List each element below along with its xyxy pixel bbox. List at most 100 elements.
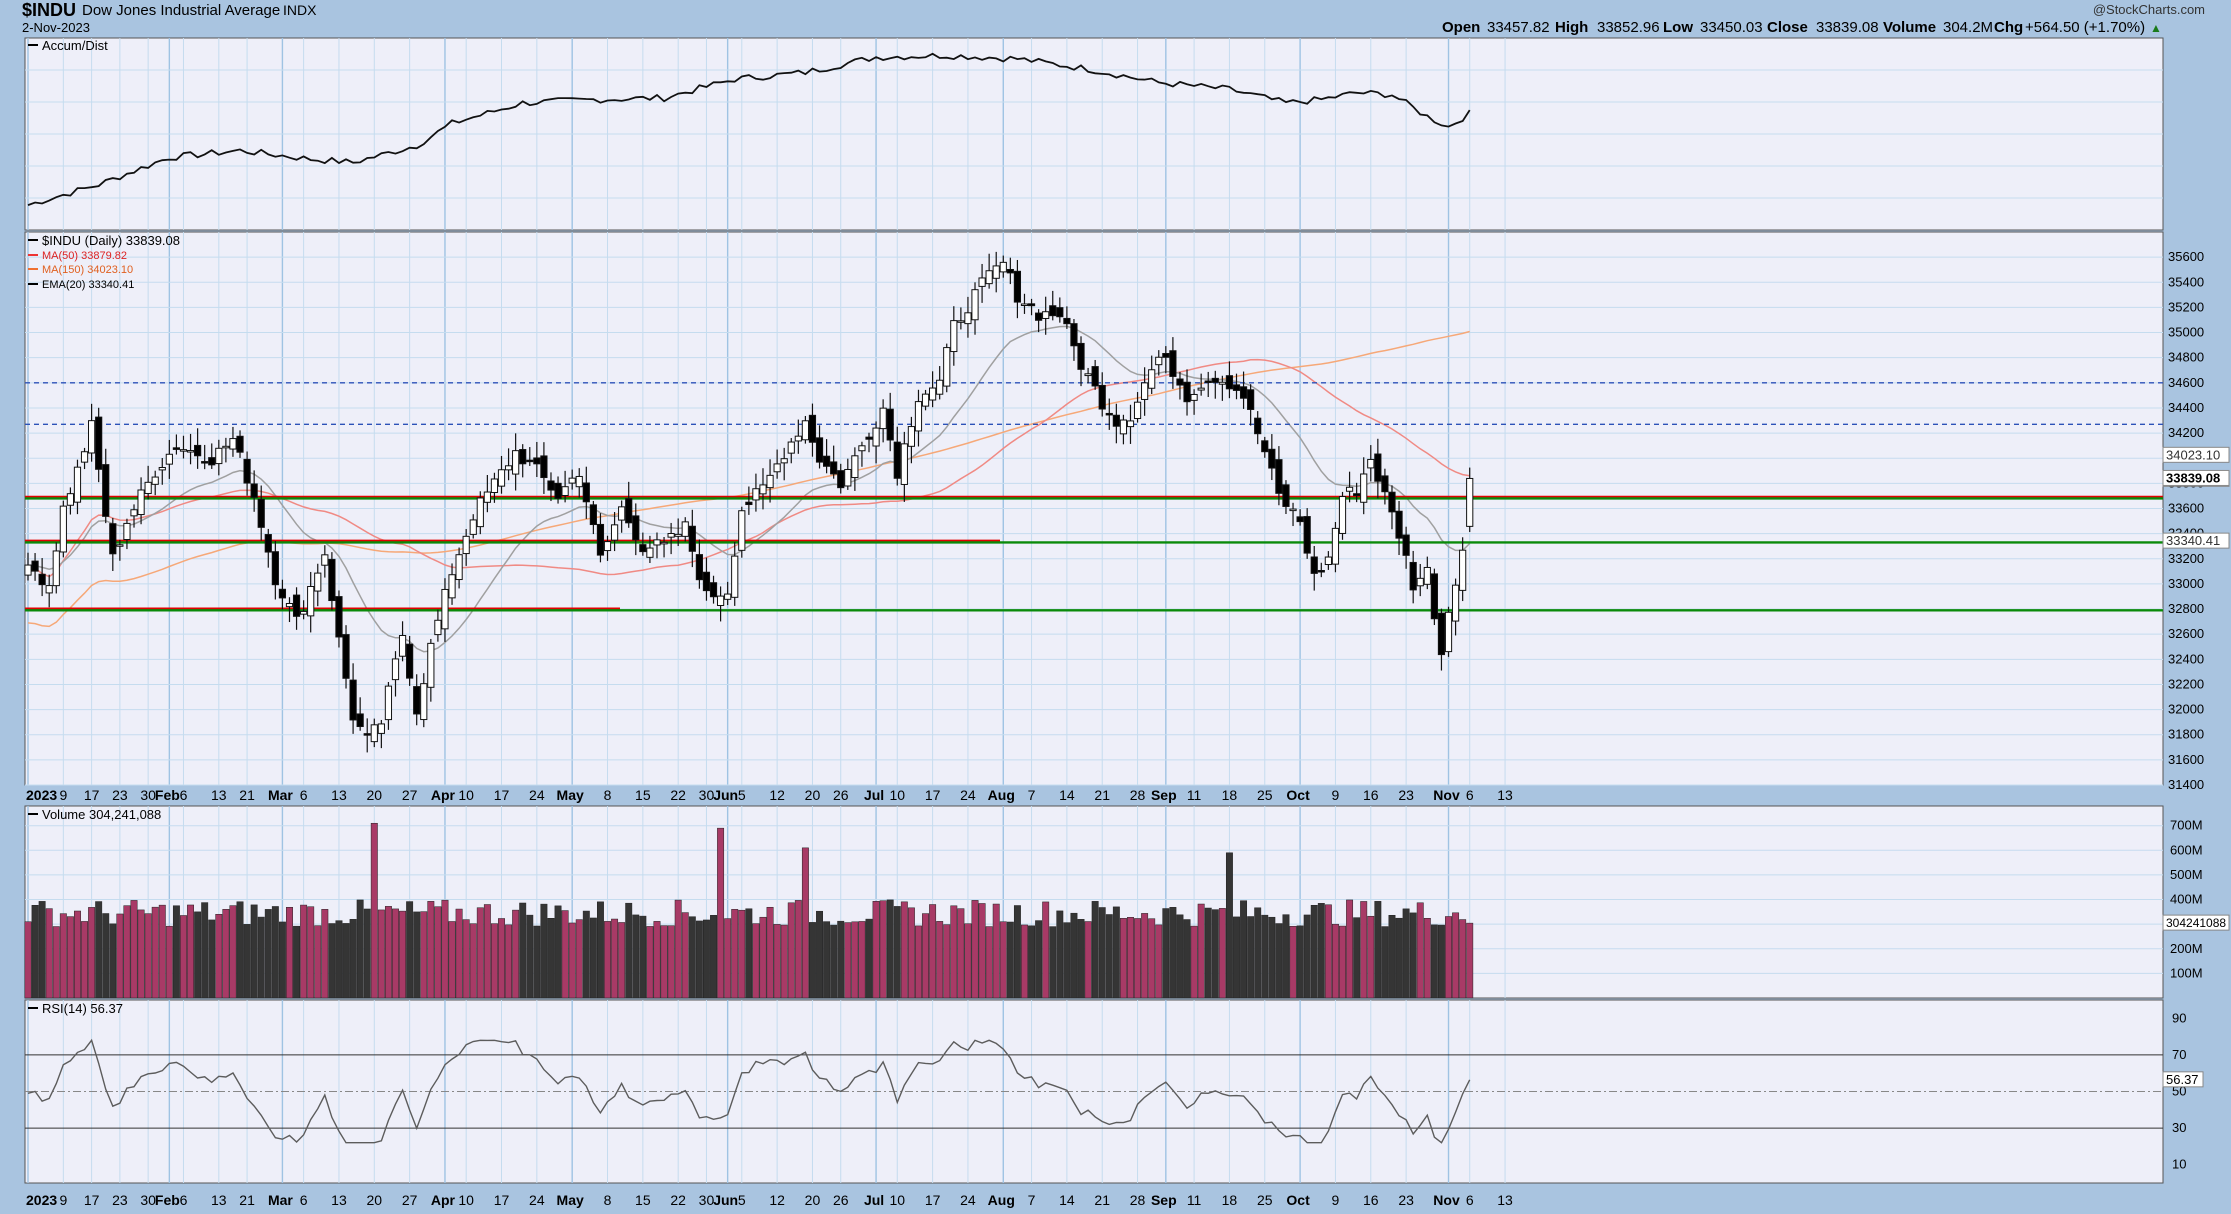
volume-bar-down: [1162, 908, 1170, 999]
volume-bar-down: [1381, 926, 1389, 999]
rsi-axis-tick: 10: [2172, 1157, 2186, 1172]
price-axis-tick: 34800: [2168, 350, 2204, 365]
candle-down: [702, 571, 711, 592]
price-axis-tick: 32400: [2168, 651, 2204, 666]
candle-up: [999, 261, 1007, 273]
volume-bar-down: [703, 919, 710, 999]
rsi-axis-tick: 90: [2172, 1010, 2186, 1025]
candle-up: [73, 466, 82, 503]
candle-up: [971, 289, 979, 321]
volume-bar-up: [1452, 912, 1460, 999]
volume-bar-down: [1388, 915, 1396, 999]
candle-up: [943, 347, 951, 387]
candle-up: [1042, 311, 1050, 319]
price-axis-tick: 35200: [2168, 299, 2204, 314]
x-axis-label: 17: [84, 787, 100, 803]
price-axis-tick: 31600: [2168, 752, 2204, 767]
x-axis-label: 16: [1363, 1192, 1379, 1208]
candle-up: [844, 468, 852, 487]
volume-bar-down: [1438, 924, 1445, 999]
candle-down: [1303, 516, 1311, 554]
volume-bar-down: [1268, 916, 1276, 999]
high-label: High: [1555, 19, 1588, 36]
volume-bar-up: [377, 909, 385, 999]
volume-bar-up: [915, 925, 922, 999]
volume-bar-up: [992, 903, 1000, 999]
volume-bar-down: [893, 906, 901, 999]
candle-up: [497, 469, 506, 487]
volume-bar-down: [1317, 903, 1325, 999]
volume-bar-up: [667, 925, 675, 999]
rsi-axis-tick: 30: [2172, 1120, 2186, 1135]
x-axis-label: 20: [805, 1192, 821, 1208]
x-axis-label: 6: [300, 1192, 308, 1208]
volume-bar-down: [1233, 916, 1240, 999]
x-axis-label: Nov: [1433, 787, 1460, 803]
volume-bar-down: [547, 918, 555, 999]
volume-bar-down: [257, 916, 265, 999]
candle-down: [243, 458, 251, 484]
candle-up: [123, 522, 131, 541]
volume-bar-up: [165, 925, 173, 999]
candle-up: [1324, 556, 1332, 566]
x-axis-label: 12: [769, 787, 785, 803]
volume-bar-down: [554, 905, 562, 999]
x-axis-label: 13: [1497, 787, 1513, 803]
volume-bar-down: [1225, 852, 1233, 999]
volume-bar-up: [1416, 902, 1424, 999]
volume-bar-down: [293, 925, 301, 999]
x-axis-label: 15: [635, 1192, 651, 1208]
candle-down: [413, 686, 421, 715]
x-axis-label: Apr: [431, 1192, 456, 1208]
candle-up: [978, 277, 986, 287]
x-axis-label: 9: [59, 787, 67, 803]
volume-bar-down: [264, 909, 272, 999]
price-badge-label: 33839.08: [2166, 470, 2220, 485]
candle-up: [752, 488, 760, 501]
candle-up: [610, 524, 619, 541]
volume-bar-down: [172, 905, 180, 999]
volume-bar-down: [194, 911, 202, 999]
candle-up: [1133, 401, 1142, 420]
ohlc-summary: Open 33457.82 High 33852.96 Low 33450.03…: [1442, 19, 2162, 36]
volume-bar-up: [1218, 908, 1226, 999]
candle-up: [1444, 611, 1453, 653]
volume-bar-up: [399, 910, 407, 999]
candle-down: [540, 455, 548, 479]
volume-bar-down: [102, 913, 110, 999]
volume-axis-tick: 500M: [2170, 867, 2203, 882]
volume-axis-tick: 100M: [2170, 965, 2203, 980]
volume-bar-up: [561, 910, 569, 999]
volume-badge-label: 304241088: [2166, 916, 2226, 930]
candle-up: [151, 476, 159, 485]
volume-bar-down: [1402, 908, 1410, 999]
volume-bar-up: [773, 924, 781, 999]
volume-bar-down: [1070, 912, 1078, 999]
volume-bar-down: [582, 910, 590, 999]
candle-down: [582, 482, 590, 503]
x-axis-label: May: [557, 1192, 584, 1208]
x-axis-label: 10: [889, 1192, 905, 1208]
volume-bar-down: [1028, 925, 1035, 999]
volume-bar-up: [300, 904, 308, 999]
price-axis-tick: 32000: [2168, 702, 2204, 717]
price-axis-tick: 35600: [2168, 249, 2204, 264]
volume-bar-down: [1105, 914, 1113, 999]
volume-bar-up: [1367, 915, 1375, 999]
price-badge-label: 33340.41: [2166, 533, 2220, 548]
candle-up: [603, 541, 612, 552]
price-axis-tick: 34600: [2168, 375, 2204, 390]
volume-bar-up: [1324, 904, 1332, 999]
volume-bar-down: [236, 901, 244, 999]
volume-bar-down: [243, 924, 251, 999]
x-axis-label: 7: [1028, 1192, 1036, 1208]
candle-down: [1035, 312, 1043, 321]
x-axis-label: 14: [1059, 787, 1075, 803]
candle-down: [822, 455, 831, 467]
candle-up: [766, 474, 774, 489]
volume-bar-down: [109, 923, 117, 999]
copyright-label: @StockCharts.com: [2093, 2, 2205, 17]
candle-down: [1183, 381, 1191, 403]
volume-bar-up: [922, 913, 929, 999]
candle-up: [950, 320, 958, 353]
